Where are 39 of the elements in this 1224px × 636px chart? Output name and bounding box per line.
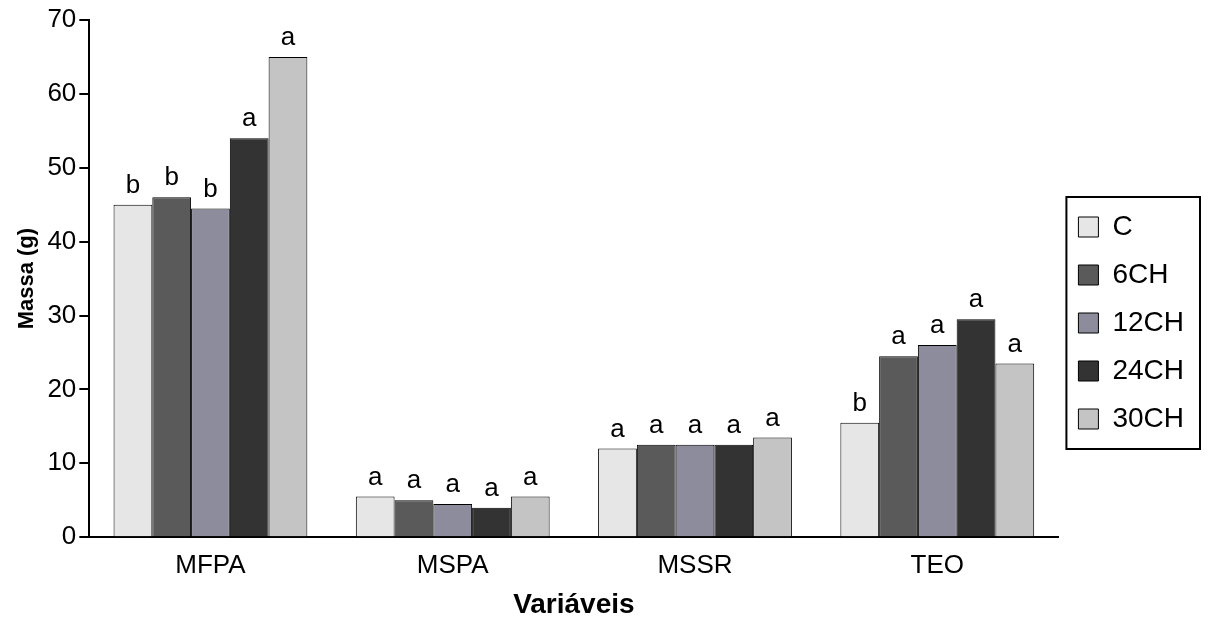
legend-label: 12CH (1112, 305, 1185, 337)
data-label: a (241, 102, 257, 133)
x-tick-label: TEO (910, 548, 964, 579)
data-label: a (406, 464, 422, 495)
data-label: a (968, 283, 984, 314)
y-tick-label: 70 (47, 3, 77, 34)
legend-label: 6CH (1112, 257, 1169, 289)
data-label: a (930, 309, 946, 340)
x-tick-label: MSPA (416, 548, 490, 579)
x-tick-label: MSSR (657, 548, 733, 579)
y-axis-title: Massa (g) (13, 227, 39, 330)
data-label: b (852, 386, 867, 417)
y-tick-label: 10 (47, 446, 77, 477)
x-axis-title: Variáveis (513, 587, 635, 619)
data-label: a (891, 320, 907, 351)
data-label: a (765, 401, 781, 432)
y-tick-label: 60 (47, 77, 77, 108)
data-label: a (484, 471, 500, 502)
legend-label: C (1112, 209, 1133, 241)
legend-label: 24CH (1112, 353, 1185, 385)
data-label: a (687, 409, 703, 440)
y-tick-label: 0 (61, 520, 77, 551)
y-tick-label: 20 (47, 372, 77, 403)
data-label: b (164, 161, 179, 192)
y-tick-label: 30 (47, 298, 77, 329)
y-tick-label: 40 (47, 224, 77, 255)
y-tick-label: 50 (47, 150, 77, 181)
data-label: a (523, 460, 539, 491)
data-label: a (280, 21, 296, 52)
data-label: a (649, 409, 665, 440)
data-label: a (1007, 327, 1023, 358)
x-tick-label: MFPA (175, 548, 247, 579)
data-label: a (445, 468, 461, 499)
data-label: a (610, 412, 626, 443)
data-label: a (726, 409, 742, 440)
legend-label: 30CH (1112, 401, 1185, 433)
data-label: a (367, 460, 383, 491)
data-label: b (125, 168, 141, 199)
data-label: b (203, 172, 218, 203)
